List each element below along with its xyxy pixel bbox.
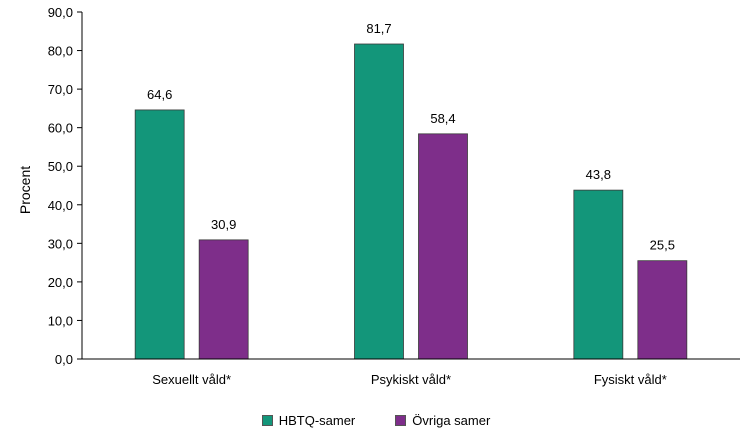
y-tick-label: 70,0 <box>48 82 73 97</box>
bar-hbtq-1 <box>354 43 404 360</box>
legend-item-hbtq: HBTQ-samer <box>261 412 356 428</box>
bar-ovriga-1 <box>418 133 468 360</box>
y-axis: 0,0 10,0 20,0 30,0 40,0 50,0 60,0 70,0 80,0 90,0 <box>48 5 82 367</box>
y-tick-label: 20,0 <box>48 275 73 290</box>
data-label: 64,6 <box>147 87 172 102</box>
y-tick-label: 0,0 <box>55 352 73 367</box>
legend-swatch-ovriga <box>395 414 407 426</box>
bar-ovriga-0 <box>198 239 249 360</box>
bar-hbtq-2 <box>573 189 624 360</box>
y-tick-label: 60,0 <box>48 121 73 136</box>
data-label: 30,9 <box>211 217 236 232</box>
category-labels: Sexuellt våld* Psykiskt våld* Fysiskt våld… <box>152 372 667 387</box>
x-category-label: Psykiskt våld* <box>371 372 451 387</box>
y-tick-label: 80,0 <box>48 44 73 59</box>
legend-label-ovriga: Övriga samer <box>412 412 491 428</box>
legend-swatch-hbtq <box>261 414 273 426</box>
bars-group: 64,6 30,9 81,7 58,4 43,8 25,5 <box>134 21 688 360</box>
y-axis-title: Procent <box>17 166 33 214</box>
data-label: 43,8 <box>586 167 611 182</box>
y-tick-label: 50,0 <box>48 159 73 174</box>
data-label: 58,4 <box>430 111 455 126</box>
y-tick-label: 10,0 <box>48 313 73 328</box>
x-category-label: Fysiskt våld* <box>594 372 667 387</box>
legend: HBTQ-samer Övriga samer <box>0 410 752 430</box>
legend-label-hbtq: HBTQ-samer <box>278 412 356 428</box>
bar-hbtq-0 <box>134 109 185 360</box>
data-label: 25,5 <box>650 238 675 253</box>
y-tick-label: 30,0 <box>48 236 73 251</box>
data-label: 81,7 <box>366 21 391 36</box>
y-tick-label: 40,0 <box>48 198 73 213</box>
bar-ovriga-2 <box>637 260 688 360</box>
legend-item-ovriga: Övriga samer <box>395 413 490 428</box>
bar-chart: Procent 0,0 10,0 20,0 30,0 40,0 50,0 60,0 70,0 8… <box>17 5 740 387</box>
y-tick-label: 90,0 <box>48 5 73 20</box>
x-category-label: Sexuellt våld* <box>152 372 231 387</box>
